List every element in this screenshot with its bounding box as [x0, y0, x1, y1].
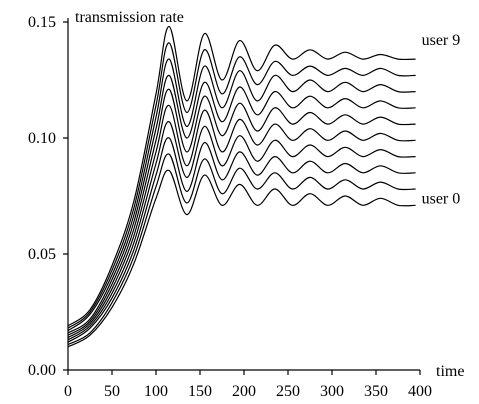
x-tick-label: 50: [104, 383, 120, 400]
x-tick-label: 200: [232, 383, 256, 400]
series-line-3: [67, 121, 416, 341]
x-tick-label: 400: [408, 383, 432, 400]
series-label-0: user 0: [422, 190, 461, 207]
series-label-9: user 9: [422, 32, 461, 49]
x-tick-label: 0: [64, 383, 72, 400]
x-tick-label: 250: [276, 383, 300, 400]
series-line-2: [67, 137, 416, 343]
y-axis-title: transmission rate: [75, 9, 184, 26]
series-line-1: [67, 153, 416, 346]
x-tick-label: 150: [188, 383, 212, 400]
series-line-9: [67, 25, 416, 327]
x-tick-label: 100: [144, 383, 168, 400]
y-tick-label: 0.10: [28, 130, 56, 147]
y-tick-label: 0.15: [28, 14, 56, 31]
x-tick-label: 350: [364, 383, 388, 400]
series-line-7: [67, 58, 416, 332]
x-axis-title: time: [436, 363, 464, 380]
x-tick-label: 300: [320, 383, 344, 400]
y-tick-label: 0.05: [28, 246, 56, 263]
series-group: user 0 user 9: [67, 25, 461, 348]
axes: [67, 18, 420, 371]
series-line-6: [67, 74, 416, 334]
series-line-5: [67, 88, 416, 336]
series-line-0: [67, 169, 416, 348]
y-tick-label: 0.00: [28, 362, 56, 379]
series-line-4: [67, 104, 416, 339]
series-line-8: [67, 42, 416, 329]
ticks: 0 50 100 150 200 250 300 350 400 0.00 0.05 0.10 0.15: [28, 14, 432, 400]
